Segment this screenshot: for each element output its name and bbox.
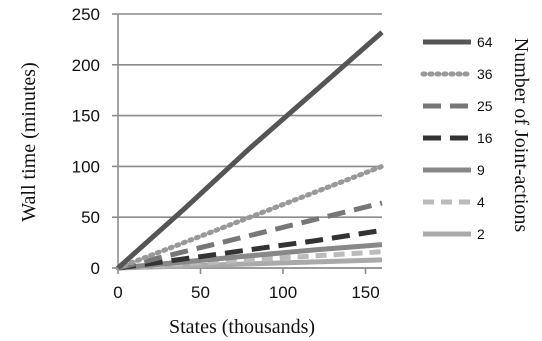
series-line-36 [115,163,385,271]
legend-label-2: 2 [477,226,485,242]
legend-label-36: 36 [477,66,493,82]
legend-label-9: 9 [477,162,485,178]
legend: 64 36 25 16 9 4 2 [420,34,493,242]
legend-title: Number of Joint-actions [510,38,532,233]
y-tick-label: 100 [72,157,100,176]
x-tick-label: 150 [351,283,379,302]
y-tick-label: 150 [72,107,100,126]
legend-label-16: 16 [477,130,493,146]
x-tick-label: 50 [191,283,210,302]
series-lines [115,30,385,271]
y-axis-title: Wall time (minutes) [18,62,40,221]
x-tick-label: 0 [113,283,122,302]
series-line-25 [117,200,383,271]
y-tick-label: 200 [72,56,100,75]
x-tick-label: 100 [269,283,297,302]
legend-label-4: 4 [477,194,485,210]
series-line-16 [117,227,383,271]
y-tick-label: 0 [91,259,100,278]
y-tick-labels: 0 50 100 150 200 250 [72,5,100,278]
x-axis-title: States (thousands) [169,316,315,338]
legend-label-25: 25 [477,98,493,114]
y-tick-label: 50 [81,208,100,227]
series-line-64 [116,30,384,270]
legend-label-64: 64 [477,34,493,50]
x-tick-labels: 0 50 100 150 [113,283,379,302]
y-tick-label: 250 [72,5,100,24]
